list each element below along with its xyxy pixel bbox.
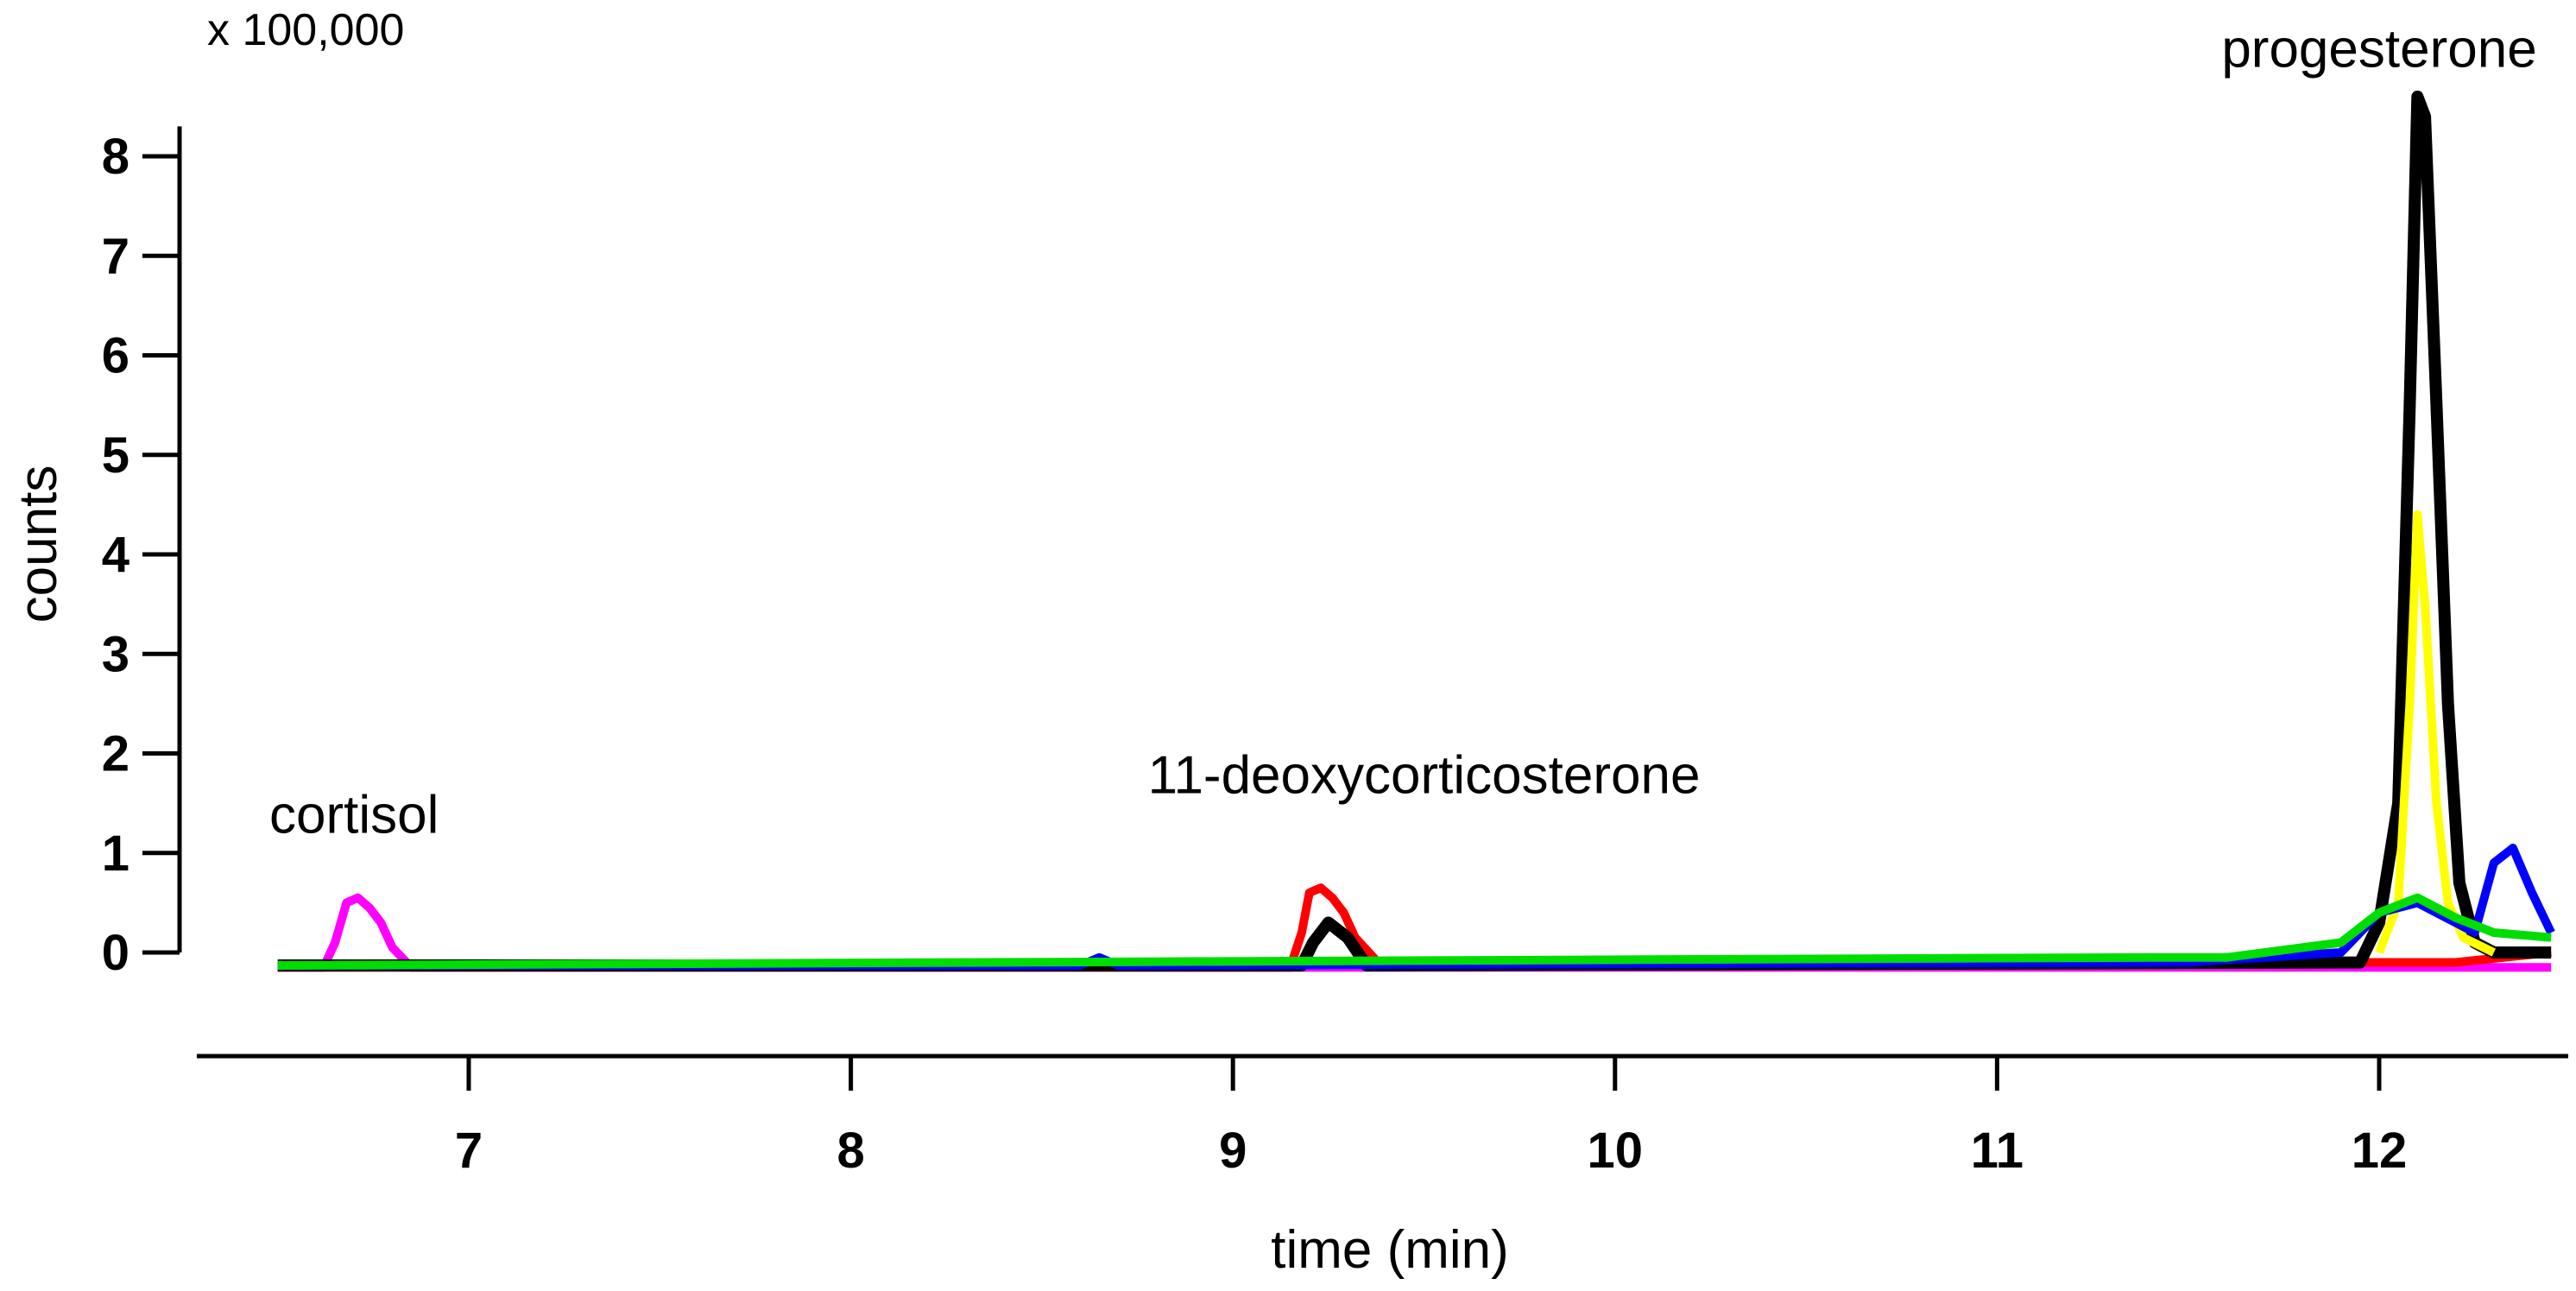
series-line-1	[277, 893, 2552, 972]
x-tick-label: 7	[455, 1123, 483, 1179]
series-layer	[277, 90, 2555, 972]
x-tick-label: 11	[1971, 1123, 2024, 1179]
y-tick-label: 7	[102, 228, 129, 284]
x-tick-label: 9	[1219, 1123, 1247, 1179]
y-multiplier-label: x 100,000	[207, 5, 404, 55]
x-tick-label: 10	[1588, 1123, 1644, 1179]
x-tick-label: 12	[2352, 1123, 2408, 1179]
peak-annotation: 11-deoxycorticosterone	[1148, 746, 1701, 806]
x-axis-title: time (min)	[1271, 1220, 1509, 1280]
annotations-layer: cortisol 11-deoxycorticosterone progestero…	[269, 19, 2537, 845]
y-tick-label: 4	[102, 527, 129, 583]
y-tick-label: 5	[102, 427, 129, 484]
y-tick-label: 3	[102, 626, 129, 682]
y-tick-label: 2	[102, 726, 129, 782]
y-tick-label: 0	[102, 925, 129, 981]
y-axis-title: counts	[9, 465, 68, 623]
y-tick-label: 1	[102, 826, 129, 882]
x-tick-label: 8	[837, 1123, 864, 1179]
y-tick-label: 6	[102, 328, 129, 384]
series-line-3	[277, 90, 2552, 971]
series-line-6	[277, 893, 2552, 970]
peak-annotation: progesterone	[2221, 19, 2536, 79]
series-line-5	[277, 844, 2555, 970]
peak-annotation: cortisol	[269, 786, 439, 845]
y-tick-label: 8	[102, 129, 129, 185]
